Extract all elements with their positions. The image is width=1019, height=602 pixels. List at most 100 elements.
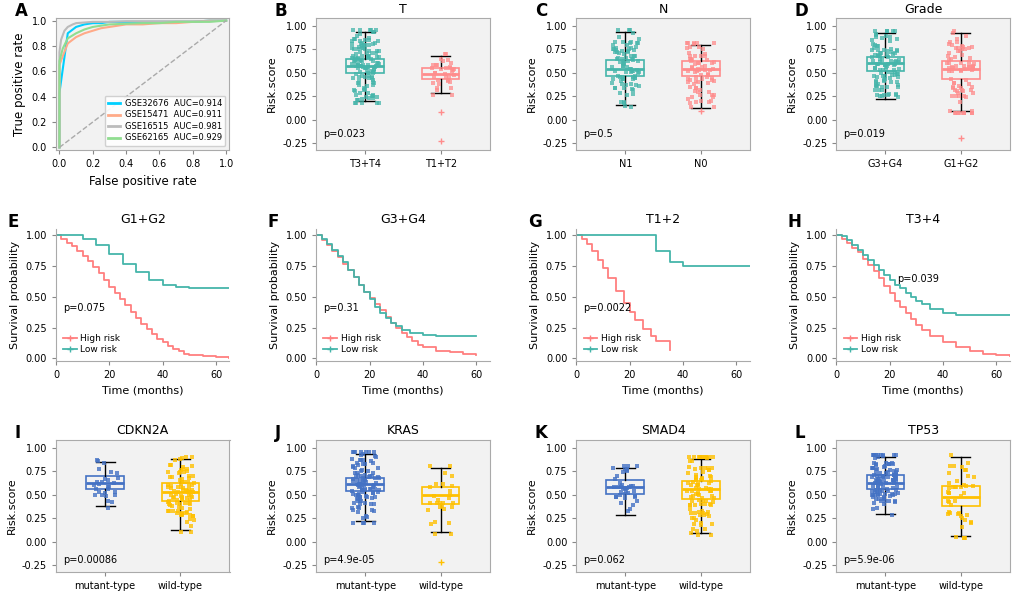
High risk <box>889 297 901 304</box>
High risk <box>363 294 375 302</box>
Point <box>170 482 186 491</box>
Point <box>184 511 201 521</box>
Point <box>359 492 375 502</box>
Point <box>875 499 892 509</box>
Point <box>624 482 640 491</box>
Point <box>346 468 363 477</box>
Point <box>690 490 706 500</box>
Point <box>870 57 887 66</box>
Point <box>942 37 958 47</box>
Y-axis label: Risk.score: Risk.score <box>786 55 796 113</box>
Point <box>351 455 367 465</box>
Point <box>354 71 370 81</box>
Point <box>169 506 185 516</box>
Point <box>890 488 906 498</box>
Point <box>870 51 887 60</box>
Point <box>366 452 382 461</box>
Point <box>877 62 894 72</box>
Point <box>358 492 374 501</box>
Point <box>871 68 888 78</box>
Point <box>703 519 719 529</box>
Point <box>628 80 644 90</box>
Point <box>604 44 621 54</box>
Point <box>867 465 883 474</box>
Point <box>351 72 367 81</box>
Point <box>348 96 365 105</box>
Point <box>366 447 382 457</box>
Point <box>702 530 718 540</box>
High risk <box>846 244 858 251</box>
High risk <box>369 300 381 308</box>
Point <box>873 494 890 504</box>
Point <box>686 452 702 462</box>
Point <box>344 489 361 499</box>
Point <box>352 482 368 491</box>
Point <box>433 54 449 64</box>
Point <box>365 76 381 86</box>
Point <box>355 60 371 69</box>
Point <box>182 527 199 537</box>
Point <box>887 70 903 80</box>
Point <box>877 66 894 75</box>
Text: p=0.31: p=0.31 <box>323 303 359 313</box>
Point <box>940 468 956 478</box>
Point <box>868 90 884 100</box>
Point <box>698 55 714 65</box>
Point <box>620 57 636 66</box>
Point <box>866 40 882 50</box>
Text: p=0.019: p=0.019 <box>843 129 884 138</box>
Point <box>687 59 703 69</box>
Point <box>607 46 624 55</box>
Point <box>425 78 441 87</box>
Point <box>356 476 372 485</box>
Point <box>365 56 381 66</box>
High risk <box>93 270 105 277</box>
Title: G3+G4: G3+G4 <box>380 214 425 226</box>
Point <box>686 79 702 88</box>
Point <box>888 471 904 480</box>
Low risk <box>310 232 322 239</box>
Point <box>886 57 902 67</box>
Point <box>365 93 381 103</box>
Low risk <box>353 281 365 288</box>
Point <box>888 90 904 100</box>
Point <box>366 480 382 489</box>
Point <box>350 470 366 480</box>
Point <box>954 86 970 96</box>
Title: T3+4: T3+4 <box>905 214 940 226</box>
Low risk <box>336 259 348 266</box>
Point <box>350 490 366 500</box>
High risk <box>596 265 608 272</box>
Point <box>433 64 449 73</box>
Point <box>163 491 179 500</box>
Point <box>364 81 380 90</box>
Point <box>357 485 373 494</box>
Point <box>364 505 380 515</box>
Point <box>441 490 458 500</box>
Point <box>869 481 886 491</box>
Point <box>692 499 708 509</box>
Point <box>361 71 377 81</box>
Point <box>940 48 956 57</box>
Point <box>689 87 705 97</box>
Point <box>699 464 715 473</box>
Point <box>946 52 962 62</box>
High risk <box>406 338 418 345</box>
Point <box>881 491 898 501</box>
Point <box>616 67 633 77</box>
Point <box>699 509 715 519</box>
Point <box>693 494 709 503</box>
Point <box>163 501 179 510</box>
Point <box>364 73 380 83</box>
Point <box>692 452 708 462</box>
Point <box>629 39 645 48</box>
Point <box>864 39 880 49</box>
Point <box>352 67 368 77</box>
Point <box>887 496 903 506</box>
High risk <box>899 309 911 317</box>
Point <box>422 482 438 491</box>
Y-axis label: Risk.score: Risk.score <box>786 477 796 535</box>
Point <box>874 492 891 501</box>
Point <box>940 509 956 518</box>
Point <box>444 90 461 100</box>
